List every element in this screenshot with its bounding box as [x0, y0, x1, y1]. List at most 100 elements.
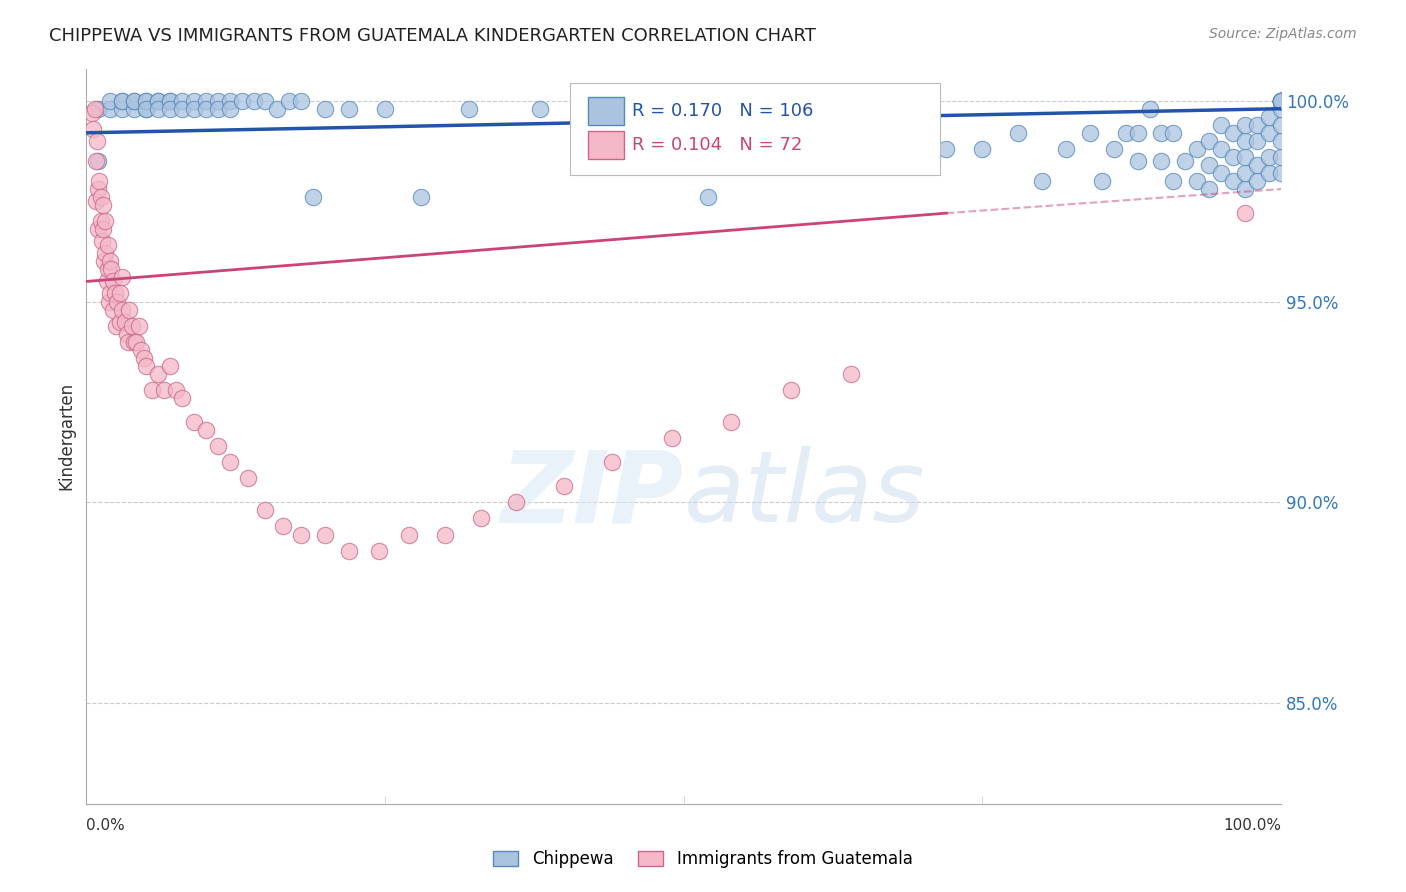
Point: [935, 142, 957, 156]
Point: [1150, 153, 1173, 168]
Point: [97, 262, 120, 277]
Point: [1198, 134, 1220, 148]
Point: [1078, 126, 1101, 140]
Point: [1187, 142, 1209, 156]
Point: [1163, 126, 1185, 140]
Point: [1270, 94, 1292, 108]
Point: [87, 153, 110, 168]
Point: [98, 102, 121, 116]
Point: [254, 94, 277, 108]
Point: [470, 511, 492, 525]
Point: [457, 102, 479, 116]
Point: [128, 318, 150, 333]
Point: [1222, 150, 1244, 164]
Point: [398, 527, 420, 541]
Point: [122, 102, 145, 116]
Point: [290, 527, 312, 541]
Point: [117, 334, 139, 349]
Point: [207, 102, 229, 116]
Point: [94, 214, 117, 228]
Point: [1126, 153, 1149, 168]
Point: [648, 102, 671, 116]
Point: [218, 455, 240, 469]
Point: [1270, 150, 1292, 164]
FancyBboxPatch shape: [588, 131, 624, 159]
Point: [98, 286, 121, 301]
Point: [90, 214, 112, 228]
Point: [839, 367, 862, 381]
Point: [1234, 166, 1257, 180]
Point: [141, 383, 163, 397]
Point: [1258, 150, 1281, 164]
Point: [792, 126, 814, 140]
Point: [87, 222, 110, 236]
Point: [852, 126, 875, 140]
Point: [337, 102, 360, 116]
Point: [89, 174, 111, 188]
Point: [98, 294, 121, 309]
Point: [90, 234, 112, 248]
Point: [1150, 126, 1173, 140]
Point: [1211, 118, 1233, 132]
Point: [1091, 174, 1114, 188]
Point: [1198, 182, 1220, 196]
Point: [553, 479, 575, 493]
Point: [278, 94, 301, 108]
Point: [90, 190, 112, 204]
Point: [122, 334, 145, 349]
Point: [1270, 102, 1292, 116]
Point: [1258, 166, 1281, 180]
Point: [242, 94, 264, 108]
Point: [194, 102, 217, 116]
Point: [159, 359, 181, 373]
Point: [661, 431, 683, 445]
Point: [183, 94, 205, 108]
Point: [1234, 182, 1257, 196]
Point: [101, 275, 124, 289]
Point: [183, 102, 205, 116]
Point: [1234, 134, 1257, 148]
Point: [1139, 102, 1161, 116]
Point: [87, 102, 110, 116]
Point: [1270, 94, 1292, 108]
Point: [122, 94, 145, 108]
Point: [1198, 158, 1220, 172]
Point: [135, 102, 157, 116]
Point: [1054, 142, 1077, 156]
Point: [433, 527, 456, 541]
Point: [146, 94, 169, 108]
Point: [207, 94, 229, 108]
Point: [108, 286, 131, 301]
Point: [1270, 94, 1292, 108]
Point: [146, 102, 169, 116]
Point: [409, 190, 432, 204]
Point: [1126, 126, 1149, 140]
Point: [84, 153, 107, 168]
Y-axis label: Kindergarten: Kindergarten: [58, 382, 75, 491]
Point: [576, 142, 599, 156]
Point: [1234, 206, 1257, 220]
Point: [1246, 118, 1268, 132]
Point: [302, 190, 325, 204]
Point: [111, 102, 134, 116]
Point: [194, 94, 217, 108]
Text: 0.0%: 0.0%: [86, 818, 125, 833]
Point: [1211, 142, 1233, 156]
Text: CHIPPEWA VS IMMIGRANTS FROM GUATEMALA KINDERGARTEN CORRELATION CHART: CHIPPEWA VS IMMIGRANTS FROM GUATEMALA KI…: [49, 27, 815, 45]
Point: [135, 102, 157, 116]
Point: [1270, 94, 1292, 108]
Point: [231, 94, 253, 108]
Point: [105, 294, 128, 309]
Point: [207, 439, 229, 453]
Point: [135, 94, 157, 108]
Point: [218, 94, 240, 108]
Point: [91, 222, 114, 236]
Point: [600, 455, 623, 469]
Point: [780, 383, 803, 397]
Point: [121, 318, 143, 333]
Point: [82, 105, 104, 120]
Point: [159, 102, 181, 116]
Point: [114, 315, 136, 329]
Text: atlas: atlas: [683, 446, 925, 543]
Point: [1270, 166, 1292, 180]
